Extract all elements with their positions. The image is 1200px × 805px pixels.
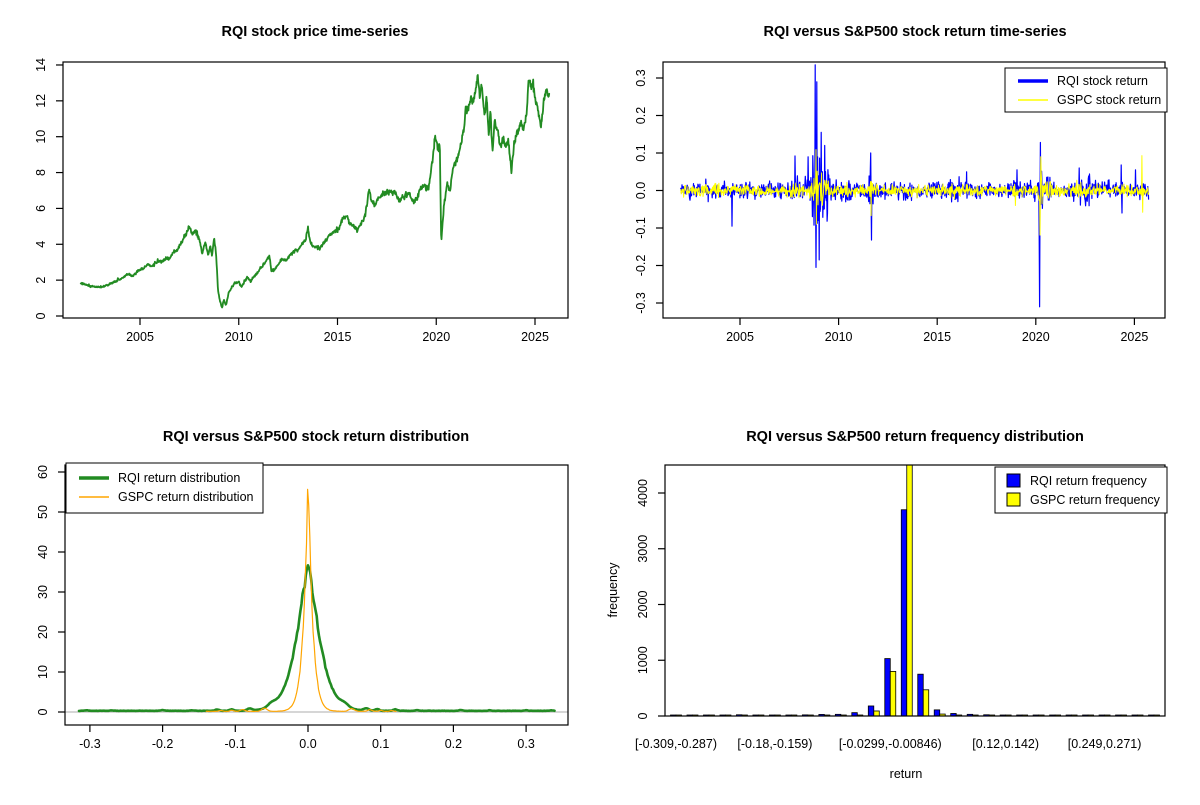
returns-legend: RQI stock return GSPC stock return — [1004, 67, 1168, 113]
x-tick-label: -0.3 — [79, 737, 101, 751]
y-tick-label: 6 — [34, 205, 48, 212]
x-tick-label: 2020 — [1022, 330, 1050, 344]
rqi-price-line — [79, 74, 551, 309]
rqi-frequency-bar — [884, 658, 891, 717]
x-tick-label: 2025 — [1120, 330, 1148, 344]
y-tick-label: -0.2 — [634, 255, 648, 277]
histogram-legend-box — [994, 466, 1168, 514]
y-tick-label: 0.2 — [634, 107, 648, 124]
y-tick-label: 2000 — [636, 591, 650, 619]
y-tick-label: 10 — [36, 665, 50, 679]
density-panel: 0 10 20 30 40 50 60 -0.3 -0.2 -0.1 0.0 0.1 0.2 0.3 — [36, 464, 569, 751]
gspc-density-curve — [205, 488, 397, 713]
y-tick-label: -0.1 — [634, 217, 648, 239]
y-tick-label: 0 — [636, 712, 650, 719]
x-tick-label: 2005 — [126, 330, 154, 344]
gspc-frequency-legend-swatch — [1006, 492, 1021, 507]
y-tick-label: 20 — [36, 625, 50, 639]
x-tick-label: 2020 — [422, 330, 450, 344]
x-tick-label: 2010 — [825, 330, 853, 344]
bin-label: [0.12,0.142) — [972, 737, 1039, 751]
x-tick-label: 0.3 — [517, 737, 534, 751]
y-tick-label: 0.1 — [634, 144, 648, 161]
density-legend: RQI return distribution GSPC return dist… — [65, 462, 264, 514]
gspc-frequency-legend-label: GSPC return frequency — [1030, 493, 1161, 507]
rqi-density-legend-label: RQI return distribution — [118, 471, 240, 485]
returns-legend-box — [1004, 67, 1168, 113]
plot-box — [64, 464, 569, 726]
y-tick-label: 8 — [34, 169, 48, 176]
density-legend-box — [65, 462, 264, 514]
histogram-xlabel: return — [890, 767, 923, 781]
rqi-density-curve — [77, 563, 556, 713]
rqi-frequency-legend-swatch — [1006, 473, 1021, 488]
x-tick-label: 2015 — [324, 330, 352, 344]
gspc-return-legend-label: GSPC stock return — [1057, 93, 1161, 107]
rqi-frequency-bar — [933, 709, 941, 717]
x-tick-label: 2015 — [923, 330, 951, 344]
price-panel-title: RQI stock price time-series — [222, 24, 409, 40]
y-tick-label: 30 — [36, 585, 50, 599]
gspc-frequency-bar — [873, 710, 880, 717]
bin-label: [-0.0299,-0.00846) — [839, 737, 942, 751]
plot-box — [664, 464, 1166, 717]
x-tick-label: -0.1 — [225, 737, 247, 751]
histogram-ylabel: frequency — [606, 562, 620, 618]
x-tick-label: -0.2 — [152, 737, 174, 751]
y-tick-label: 0 — [34, 312, 48, 319]
gspc-frequency-bar — [922, 689, 930, 717]
y-tick-label: 10 — [34, 130, 48, 144]
x-tick-label: 0.1 — [372, 737, 389, 751]
y-tick-label: 4000 — [636, 479, 650, 507]
rqi-frequency-bar — [917, 673, 924, 717]
rqi-frequency-bar — [867, 705, 875, 717]
density-panel-title: RQI versus S&P500 stock return distribut… — [163, 429, 469, 445]
histogram-panel: 0 1000 2000 3000 4000 [-0.309,-0.287) [-0.18,-… — [635, 464, 1166, 751]
gspc-return-line — [680, 149, 1150, 236]
y-tick-label: -0.3 — [634, 292, 648, 314]
y-tick-label: 3000 — [636, 535, 650, 563]
gspc-frequency-bar — [906, 464, 913, 717]
histogram-legend: RQI return frequency GSPC return frequen… — [994, 466, 1168, 514]
y-tick-label: 50 — [36, 505, 50, 519]
x-tick-label: 2005 — [726, 330, 754, 344]
x-tick-label: 0.0 — [299, 737, 316, 751]
bin-label: [-0.309,-0.287) — [635, 737, 717, 751]
y-tick-label: 0.0 — [634, 182, 648, 199]
y-tick-label: 60 — [36, 465, 50, 479]
y-tick-label: 0 — [36, 708, 50, 715]
plot-box — [62, 61, 569, 319]
gspc-density-legend-label: GSPC return distribution — [118, 490, 254, 504]
x-tick-label: 0.2 — [445, 737, 462, 751]
rqi-return-legend-label: RQI stock return — [1057, 74, 1148, 88]
bin-label: [0.249,0.271) — [1068, 737, 1142, 751]
x-tick-label: 2010 — [225, 330, 253, 344]
x-tick-label: 2025 — [521, 330, 549, 344]
returns-panel: -0.3 -0.2 -0.1 0.0 0.1 0.2 0.3 2005 2010 2015 2020… — [634, 61, 1166, 344]
y-tick-label: 0.3 — [634, 69, 648, 86]
rqi-frequency-bar — [900, 509, 908, 717]
gspc-frequency-bar — [889, 671, 897, 717]
y-tick-label: 40 — [36, 545, 50, 559]
y-tick-label: 1000 — [636, 646, 650, 674]
price-panel: 0 2 4 6 8 10 12 14 2005 2010 2015 2020 2025 — [34, 58, 569, 344]
y-tick-label: 2 — [34, 277, 48, 284]
y-tick-label: 14 — [34, 58, 48, 72]
histogram-panel-title: RQI versus S&P500 return frequency distr… — [746, 429, 1084, 445]
bin-label: [-0.18,-0.159) — [737, 737, 812, 751]
y-tick-label: 12 — [34, 94, 48, 108]
returns-panel-title: RQI versus S&P500 stock return time-seri… — [763, 24, 1066, 40]
rqi-frequency-legend-label: RQI return frequency — [1030, 474, 1147, 488]
y-tick-label: 4 — [34, 241, 48, 248]
